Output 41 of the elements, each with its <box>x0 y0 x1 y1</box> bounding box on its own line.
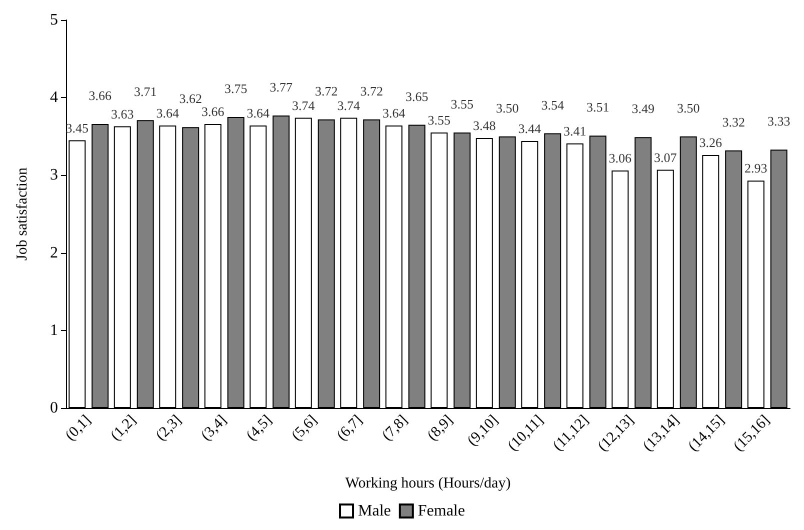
data-label: 3.63 <box>111 106 134 122</box>
data-label: 3.66 <box>202 104 225 119</box>
data-label: 3.64 <box>246 106 270 121</box>
data-label: 3.74 <box>337 98 361 113</box>
data-label: 3.64 <box>382 106 406 121</box>
data-label: 3.66 <box>88 88 112 103</box>
data-label: 3.77 <box>270 79 293 94</box>
data-label: 3.32 <box>722 114 745 130</box>
y-tick-label: 0 <box>50 400 58 416</box>
data-label: 3.33 <box>767 114 790 129</box>
y-tick-label: 4 <box>50 89 58 106</box>
data-label: 3.44 <box>518 121 542 136</box>
data-label: 3.51 <box>586 100 610 115</box>
data-label: 3.62 <box>179 91 202 106</box>
data-label: 3.54 <box>541 97 564 112</box>
data-label: 3.07 <box>654 150 678 165</box>
data-label: 3.55 <box>450 96 474 112</box>
y-tick-label: 1 <box>50 322 58 339</box>
data-label: 3.50 <box>496 100 519 116</box>
data-label: 3.72 <box>360 83 383 98</box>
data-label: 3.71 <box>134 84 157 100</box>
y-tick-label: 5 <box>50 12 58 28</box>
data-label: 3.26 <box>699 135 723 150</box>
x-axis-title: Working hours (Hours/day) <box>345 476 511 492</box>
data-label: 3.64 <box>156 106 180 121</box>
y-axis-title: Job satisfaction <box>14 167 30 260</box>
data-label: 3.74 <box>292 98 316 113</box>
y-tick-label: 2 <box>50 244 58 262</box>
data-label: 3.72 <box>314 83 338 98</box>
data-label: 3.48 <box>473 118 496 133</box>
data-label: 3.41 <box>564 123 586 138</box>
data-label: 3.50 <box>676 100 700 116</box>
data-label: 3.65 <box>405 88 428 104</box>
y-tick-label: 3 <box>50 166 58 184</box>
data-label: 3.75 <box>224 81 248 96</box>
data-label: 2.93 <box>744 160 768 176</box>
data-label: 3.49 <box>632 101 654 116</box>
data-label: 3.06 <box>608 150 632 166</box>
data-label: 3.55 <box>428 112 451 128</box>
legend-label: Male <box>358 502 391 520</box>
legend-label: Female <box>418 502 465 520</box>
